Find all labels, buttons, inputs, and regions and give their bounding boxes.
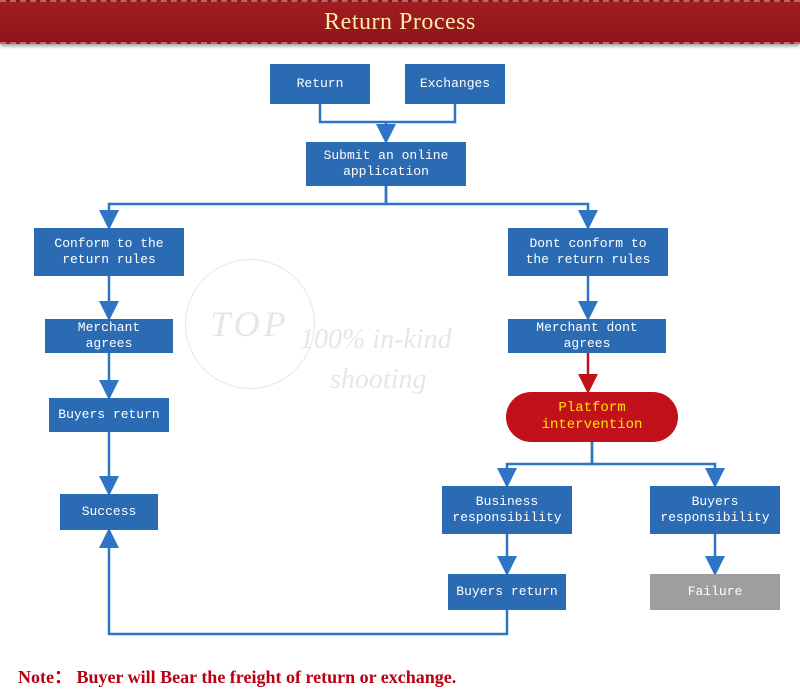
node-failure-label: Failure	[688, 584, 743, 600]
node-submit-label: Submit an online application	[312, 148, 460, 181]
footer-note-label: Note：	[18, 667, 72, 687]
node-merchant-not-agrees-label: Merchant dont agrees	[514, 320, 660, 353]
node-business-resp-label: Business responsibility	[448, 494, 566, 527]
node-submit: Submit an online application	[306, 142, 466, 186]
node-success: Success	[60, 494, 158, 530]
node-return: Return	[270, 64, 370, 104]
node-merchant-agrees: Merchant agrees	[45, 319, 173, 353]
node-conform-label: Conform to the return rules	[40, 236, 178, 269]
node-not-conform-label: Dont conform to the return rules	[514, 236, 662, 269]
watermark-line2: shooting	[330, 364, 426, 396]
footer-note-text: Buyer will Bear the freight of return or…	[76, 667, 456, 687]
header-title: Return Process	[324, 9, 476, 36]
flowchart-stage: TOP 100% in-kind shooting	[0, 44, 800, 695]
node-success-label: Success	[82, 504, 137, 520]
node-buyers-return-right: Buyers return	[448, 574, 566, 610]
watermark-top-text: TOP	[210, 303, 289, 345]
watermark-line1: 100% in-kind	[300, 324, 452, 356]
node-buyers-resp-label: Buyers responsibility	[656, 494, 774, 527]
node-buyers-return-left: Buyers return	[49, 398, 169, 432]
header-banner: Return Process	[0, 0, 800, 44]
node-conform: Conform to the return rules	[34, 228, 184, 276]
node-buyers-return-left-label: Buyers return	[58, 407, 159, 423]
node-platform-intervention: Platform intervention	[506, 392, 678, 442]
watermark-top-circle: TOP	[185, 259, 315, 389]
node-platform-label: Platform intervention	[512, 400, 672, 435]
footer-note: Note： Buyer will Bear the freight of ret…	[18, 663, 456, 689]
node-buyers-resp: Buyers responsibility	[650, 486, 780, 534]
node-buyers-return-right-label: Buyers return	[456, 584, 557, 600]
node-exchanges-label: Exchanges	[420, 76, 490, 92]
node-exchanges: Exchanges	[405, 64, 505, 104]
node-return-label: Return	[297, 76, 344, 92]
node-failure: Failure	[650, 574, 780, 610]
node-not-conform: Dont conform to the return rules	[508, 228, 668, 276]
node-merchant-agrees-label: Merchant agrees	[51, 320, 167, 353]
node-merchant-not-agrees: Merchant dont agrees	[508, 319, 666, 353]
node-business-resp: Business responsibility	[442, 486, 572, 534]
